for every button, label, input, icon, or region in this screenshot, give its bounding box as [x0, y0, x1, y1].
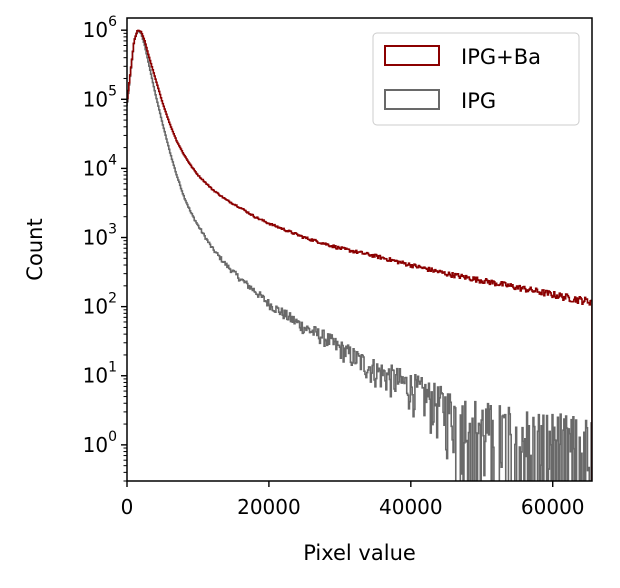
- legend-swatch-ipg: [384, 89, 440, 110]
- y-tick-label: 102: [83, 291, 117, 319]
- x-tick-label: 60000: [521, 495, 585, 519]
- axes-frame: [126, 17, 593, 482]
- x-axis: 0 20000 40000 60000: [121, 481, 585, 519]
- y-tick-label: 106: [83, 14, 117, 42]
- legend: IPG+Ba IPG: [372, 32, 580, 126]
- legend-label-ipg: IPG: [461, 89, 496, 113]
- series-layer: [127, 29, 592, 481]
- legend-box: [372, 32, 580, 126]
- y-tick-label: 105: [83, 83, 117, 111]
- y-axis-label: Count: [23, 218, 47, 280]
- x-tick-label: 20000: [237, 495, 301, 519]
- x-axis-label: Pixel value: [303, 541, 416, 565]
- y-tick-label: 104: [83, 152, 117, 180]
- x-tick-label: 0: [121, 495, 134, 519]
- series-line-ipg: [127, 29, 592, 481]
- y-tick-label: 100: [83, 429, 117, 457]
- series-line-ipg-ba: [127, 29, 592, 481]
- y-axis: 100 101 102 103 104 105 106: [83, 14, 127, 482]
- x-tick-label: 40000: [379, 495, 443, 519]
- legend-swatch-ipg-ba: [384, 45, 440, 66]
- y-tick-label: 103: [83, 222, 117, 250]
- y-tick-label: 101: [83, 360, 117, 388]
- legend-label-ipg-ba: IPG+Ba: [461, 45, 541, 69]
